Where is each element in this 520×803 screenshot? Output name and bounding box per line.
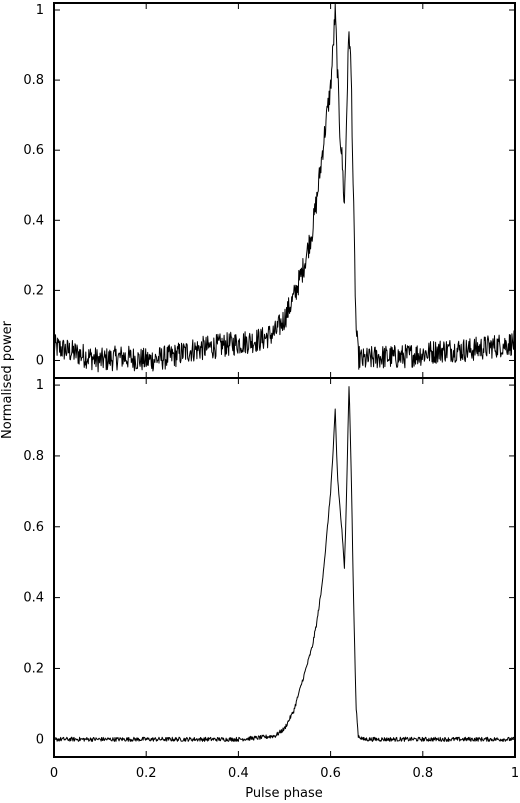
y-axis-label: Normalised power xyxy=(0,320,15,439)
y-tick-label: 1 xyxy=(36,378,44,393)
y-tick-label: 0.8 xyxy=(23,449,44,464)
y-tick-label: 1 xyxy=(36,3,44,18)
plot-frame xyxy=(53,377,516,758)
y-tick-label: 0.2 xyxy=(23,661,44,676)
y-tick-label: 0.2 xyxy=(23,283,44,298)
x-tick-label: 1 xyxy=(511,766,519,781)
x-tick-label: 0.6 xyxy=(320,766,341,781)
top-panel: 0 0.2 0.4 0.6 0.8 1 xyxy=(23,2,516,379)
y-tick-label: 0.8 xyxy=(23,73,44,88)
pulse-profile-line xyxy=(53,3,516,373)
x-tick-label: 0.8 xyxy=(412,766,433,781)
y-tick-label: 0 xyxy=(36,353,44,368)
x-tick-label: 0 xyxy=(50,766,58,781)
y-tick-label: 0.6 xyxy=(23,520,44,535)
y-tick-label: 0.4 xyxy=(23,591,44,606)
bottom-panel: 0 0.2 0.4 0.6 0.8 1 0 0.2 0.4 0.6 0.8 1 xyxy=(23,377,519,781)
y-tick-label: 0.4 xyxy=(23,213,44,228)
y-tick-label: 0 xyxy=(36,732,44,747)
y-tick-label: 0.6 xyxy=(23,143,44,158)
x-tick-label: 0.2 xyxy=(136,766,157,781)
x-axis-label: Pulse phase xyxy=(245,786,323,801)
x-tick-label: 0.4 xyxy=(228,766,249,781)
pulse-profile-line xyxy=(53,386,516,742)
